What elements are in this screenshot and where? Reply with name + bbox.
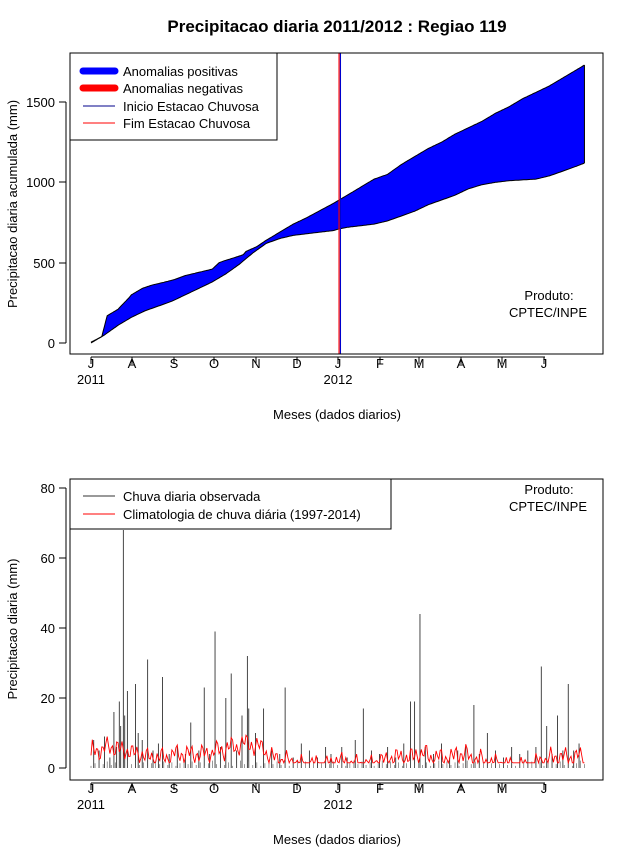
month-tick-label: D (292, 781, 301, 796)
x-axis-bottom: J A S O N D J F M A M J 2011 2012 (77, 781, 547, 812)
y-tick-label: 0 (48, 336, 55, 351)
month-tick-label: N (251, 356, 260, 371)
y-tick-label: 500 (33, 256, 55, 271)
positive-anomaly-area (91, 65, 585, 343)
year-label: 2011 (77, 797, 105, 812)
y-tick-label: 0 (48, 761, 55, 776)
month-tick-label: J (541, 356, 548, 371)
product-annotation-line2: CPTEC/INPE (509, 305, 587, 320)
y-axis-bottom: 0 20 40 60 80 (41, 481, 67, 776)
month-tick-label: A (457, 781, 466, 796)
y-tick-label: 20 (41, 691, 55, 706)
legend-label: Anomalias negativas (123, 81, 243, 96)
year-label: 2012 (324, 797, 353, 812)
month-tick-label: F (376, 356, 384, 371)
climatology-daily-line (90, 734, 585, 765)
x-axis-label-top: Meses (dados diarios) (273, 407, 401, 422)
legend-label: Chuva diaria observada (123, 489, 261, 504)
legend-label: Anomalias positivas (123, 64, 238, 79)
product-annotation-line2: CPTEC/INPE (509, 499, 587, 514)
legend-label: Climatologia de chuva diária (1997-2014) (123, 507, 361, 522)
observed-daily-spikes (90, 530, 585, 768)
month-tick-label: O (209, 781, 219, 796)
y-axis-label-top: Precipitacao diaria acumulada (mm) (5, 100, 20, 308)
y-axis-label-bottom: Precipitacao diaria (mm) (5, 559, 20, 700)
cumulative-panel: 0 500 1000 1500 J A S O N D J F (5, 52, 604, 422)
month-tick-label: J (88, 356, 95, 371)
month-tick-label: J (541, 781, 548, 796)
daily-panel: 0 20 40 60 80 J A S O N D J (5, 478, 604, 847)
y-tick-label: 1000 (26, 175, 55, 190)
month-tick-label: M (497, 356, 508, 371)
month-tick-label: S (170, 781, 179, 796)
month-tick-label: A (457, 356, 466, 371)
y-tick-label: 40 (41, 621, 55, 636)
plot-frame-top (69, 52, 604, 355)
legend-label: Fim Estacao Chuvosa (123, 116, 251, 131)
month-tick-label: N (251, 781, 260, 796)
month-tick-label: J (335, 356, 342, 371)
legend-label: Inicio Estacao Chuvosa (123, 99, 260, 114)
month-tick-label: J (335, 781, 342, 796)
legend-bottom: Chuva diaria observada Climatologia de c… (69, 478, 392, 530)
x-axis-label-bottom: Meses (dados diarios) (273, 832, 401, 847)
month-tick-label: O (209, 356, 219, 371)
month-tick-label: A (128, 356, 137, 371)
year-label: 2011 (77, 372, 105, 387)
x-axis-top: J A S O N D J F M A M J 2011 2012 (77, 356, 547, 387)
figure-title: Precipitacao diaria 2011/2012 : Regiao 1… (167, 17, 506, 36)
y-tick-label: 60 (41, 551, 55, 566)
month-tick-label: F (376, 781, 384, 796)
y-axis-top: 0 500 1000 1500 (26, 95, 67, 351)
month-tick-label: M (414, 781, 425, 796)
y-tick-label: 1500 (26, 95, 55, 110)
month-tick-label: D (292, 356, 301, 371)
month-tick-label: J (88, 781, 95, 796)
climatology-cumulative-line (90, 162, 585, 344)
legend-top: Anomalias positivas Anomalias negativas … (69, 52, 278, 141)
product-annotation-line1: Produto: (524, 288, 573, 303)
year-label: 2012 (324, 372, 353, 387)
month-tick-label: S (170, 356, 179, 371)
month-tick-label: M (414, 356, 425, 371)
y-tick-label: 80 (41, 481, 55, 496)
month-tick-label: A (128, 781, 137, 796)
product-annotation-line1: Produto: (524, 482, 573, 497)
month-tick-label: M (497, 781, 508, 796)
observed-cumulative-line (90, 64, 585, 343)
